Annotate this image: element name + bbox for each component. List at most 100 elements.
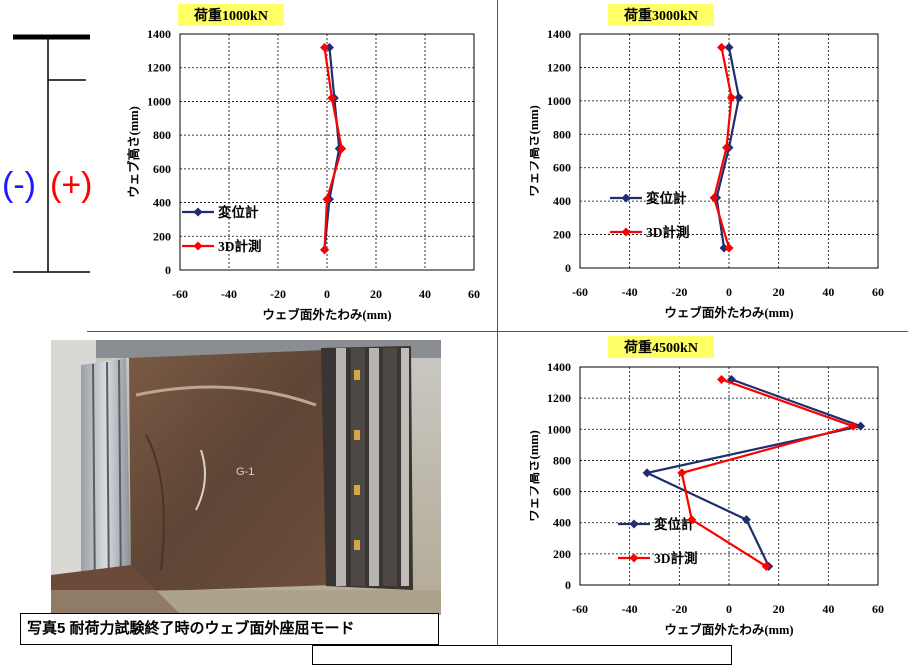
y-tick-label: 1200 <box>547 60 571 74</box>
data-point <box>322 194 332 204</box>
x-tick-label: 40 <box>822 602 834 616</box>
beam-schematic <box>0 0 100 290</box>
x-tick-label: -40 <box>221 287 237 301</box>
data-point <box>677 468 687 478</box>
x-axis-label: ウェブ面外たわみ(mm) <box>664 305 793 320</box>
plus-sign-label: (+) <box>50 166 93 204</box>
x-axis-label: ウェブ面外たわみ(mm) <box>262 307 391 322</box>
y-axis-label: ウェブ高さ(mm) <box>126 106 141 198</box>
legend-marker-2 <box>193 241 203 251</box>
title-background <box>608 336 714 358</box>
y-tick-label: 1000 <box>547 422 571 436</box>
x-axis-label: ウェブ面外たわみ(mm) <box>664 622 793 637</box>
x-tick-label: 60 <box>872 285 884 299</box>
data-point <box>726 374 736 384</box>
x-tick-label: 40 <box>419 287 431 301</box>
y-tick-label: 1400 <box>547 27 571 41</box>
photo-caption: 写真5 耐荷力試験終了時のウェブ面外座屈モード <box>20 613 439 645</box>
data-point <box>327 93 337 103</box>
data-point <box>642 468 652 478</box>
x-tick-label: -60 <box>572 602 588 616</box>
buckling-photo: G-1 <box>51 340 441 615</box>
y-tick-label: 200 <box>153 229 171 243</box>
empty-caption-box <box>312 645 732 665</box>
buckling-photo-image: G-1 <box>51 340 441 615</box>
data-point <box>687 515 697 525</box>
data-point <box>722 143 732 153</box>
y-tick-label: 400 <box>553 194 571 208</box>
x-tick-label: 60 <box>468 287 480 301</box>
y-tick-label: 1400 <box>547 360 571 374</box>
minus-sign-label: (-) <box>2 166 36 204</box>
data-point <box>724 243 734 253</box>
legend-marker-1 <box>621 193 631 203</box>
y-axis-label: ウェブ高さ(mm) <box>530 430 541 522</box>
y-tick-label: 400 <box>153 196 171 210</box>
y-tick-label: 1400 <box>147 27 171 41</box>
chart-title: 荷重1000kN <box>193 7 268 24</box>
chart-title: 荷重4500kN <box>623 339 698 356</box>
y-tick-label: 200 <box>553 228 571 242</box>
data-point <box>709 193 719 203</box>
y-tick-label: 1000 <box>547 94 571 108</box>
y-tick-label: 800 <box>553 453 571 467</box>
y-tick-label: 400 <box>553 516 571 530</box>
legend-label-1: 変位計 <box>218 204 259 220</box>
y-tick-label: 200 <box>553 547 571 561</box>
x-tick-label: 0 <box>726 602 732 616</box>
chart-1000kn: -60 -40 -20 0 20 40 60 0 200 400 600 800 1000 1200 140… <box>110 0 495 330</box>
data-point <box>726 93 736 103</box>
data-point <box>320 42 330 52</box>
legend-marker-1 <box>629 519 639 529</box>
y-tick-label: 600 <box>553 161 571 175</box>
x-tick-label: 20 <box>370 287 382 301</box>
data-point <box>320 245 330 255</box>
x-tick-label: -20 <box>270 287 286 301</box>
data-point <box>848 421 858 431</box>
y-tick-label: 1200 <box>147 61 171 75</box>
legend-label-2: 3D計測 <box>646 224 690 240</box>
legend-marker-2 <box>621 227 631 237</box>
y-tick-label: 0 <box>565 578 571 592</box>
y-tick-label: 800 <box>153 128 171 142</box>
svg-text:G-1: G-1 <box>236 466 254 478</box>
data-point <box>741 515 751 525</box>
legend-marker-1 <box>193 207 203 217</box>
chart-3000kn-svg: -60 -40 -20 0 20 40 60020040060080010001200140… <box>530 4 884 320</box>
legend-label-1: 変位計 <box>646 190 687 206</box>
legend-label-2: 3D計測 <box>218 238 262 254</box>
y-tick-label: 800 <box>553 127 571 141</box>
chart-title: 荷重3000kN <box>623 7 698 24</box>
x-tick-label: 20 <box>773 602 785 616</box>
data-point <box>734 93 744 103</box>
horizontal-divider <box>87 331 908 332</box>
x-tick-label: -20 <box>671 602 687 616</box>
data-point <box>724 42 734 52</box>
y-tick-label: 1000 <box>147 94 171 108</box>
data-point <box>719 243 729 253</box>
chart-1000kn-svg: -60 -40 -20 0 20 40 60020040060080010001200140… <box>126 4 480 322</box>
x-tick-label: 20 <box>773 285 785 299</box>
x-tick-label: -40 <box>622 602 638 616</box>
x-tick-label: 60 <box>872 602 884 616</box>
x-tick-label: 0 <box>324 287 330 301</box>
x-tick-label: -20 <box>671 285 687 299</box>
title-background <box>178 4 284 26</box>
data-point <box>717 42 727 52</box>
y-tick-label: 1200 <box>547 391 571 405</box>
y-tick-label: 600 <box>553 485 571 499</box>
chart-3000kn: -60 -40 -20 0 20 40 60 0 200 400 600 800 1000 1200 140… <box>530 0 908 330</box>
x-tick-label: 0 <box>726 285 732 299</box>
y-tick-label: 0 <box>565 261 571 275</box>
chart-4500kn: -60 -40 -20 0 20 40 60 0 200 400 600 800 1000 1200 140… <box>530 332 908 654</box>
x-tick-label: 40 <box>822 285 834 299</box>
y-tick-label: 0 <box>165 263 171 277</box>
chart-4500kn-svg: -60 -40 -20 0 20 40 60020040060080010001200140… <box>530 336 884 637</box>
legend-marker-2 <box>629 553 639 563</box>
data-point <box>856 421 866 431</box>
vertical-divider <box>497 0 498 654</box>
y-tick-label: 600 <box>153 162 171 176</box>
x-tick-label: -40 <box>622 285 638 299</box>
title-background <box>608 4 714 26</box>
legend-label-1: 変位計 <box>654 516 695 532</box>
